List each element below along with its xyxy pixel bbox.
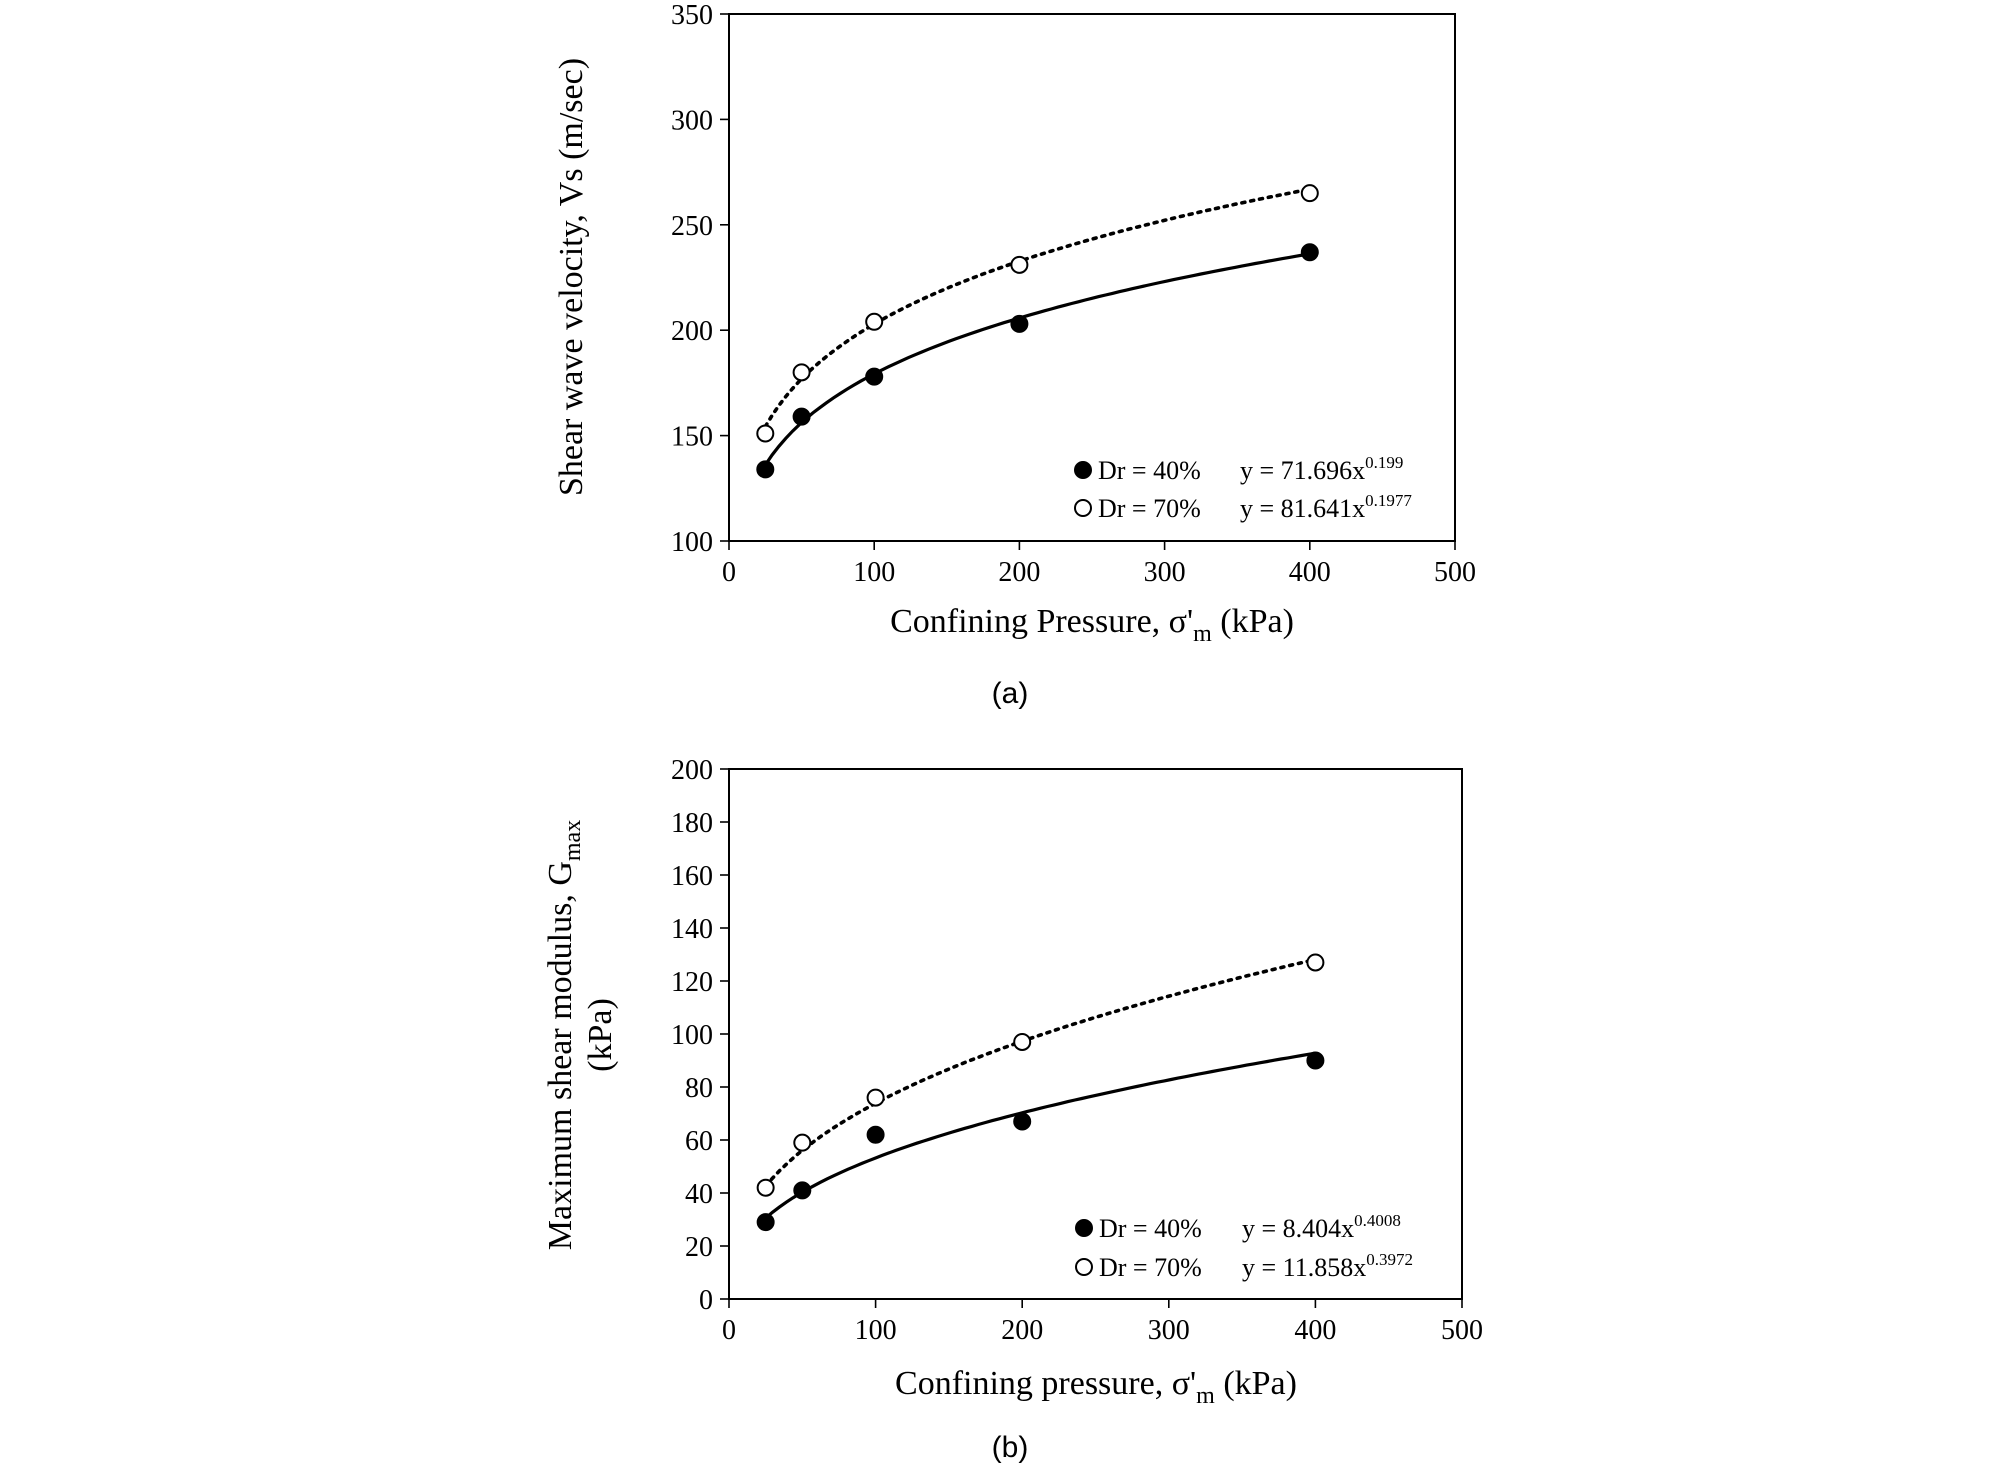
data-points-a — [756, 184, 1319, 479]
legend-marker-dr70-a — [1074, 499, 1092, 517]
x-tick-label-a: 400 — [1289, 557, 1331, 588]
data-point-series-1-b — [1013, 1112, 1032, 1131]
legend-a: Dr = 40% y = 71.696x0.199 Dr = 70% y = 8… — [1074, 453, 1412, 523]
legend-equation-dr70-a: y = 81.641x0.1977 — [1240, 491, 1412, 523]
data-point-series-2-b — [1306, 953, 1325, 972]
legend-label-dr70-a: Dr = 70% — [1098, 494, 1201, 523]
chart-panel-a: 0 100 200 300 400 500 100 150 200 250 300 350 Dr = … — [553, 0, 1476, 710]
x-tick-label-a: 0 — [722, 557, 736, 588]
data-point-series-1-a — [792, 407, 811, 426]
data-point-series-2-a — [756, 424, 775, 443]
x-tick-label-b: 0 — [722, 1315, 736, 1346]
caption-b: (b) — [992, 1431, 1029, 1464]
y-tick-label-b: 180 — [671, 808, 713, 839]
y-tick-label-a: 350 — [671, 0, 713, 31]
x-tick-label-b: 200 — [1001, 1315, 1043, 1346]
data-point-series-2-a — [1010, 255, 1029, 274]
legend-marker-dr40-a — [1074, 461, 1092, 479]
y-tick-label-b: 20 — [685, 1232, 713, 1263]
fit-curve-series-2-b — [763, 957, 1318, 1188]
x-tick-label-a: 500 — [1434, 557, 1476, 588]
legend-equation-dr40-b: y = 8.404x0.4008 — [1242, 1211, 1401, 1243]
plot-area-a — [728, 13, 1456, 542]
ticks-a: 0 100 200 300 400 500 100 150 200 250 300 350 — [671, 0, 1476, 588]
ticks-b: 0 100 200 300 400 500 0 20 40 60 80 100 120 140 160 180… — [671, 755, 1483, 1346]
fit-curves-b — [763, 957, 1318, 1220]
legend-equation-dr70-b: y = 11.858x0.3972 — [1242, 1250, 1413, 1282]
data-point-series-1-b — [1306, 1051, 1325, 1070]
y-tick-label-a: 250 — [671, 211, 713, 242]
y-axis-title-a: Shear wave velocity, Vs (m/sec) — [553, 58, 590, 496]
x-tick-label-a: 200 — [998, 557, 1040, 588]
legend-marker-dr70-b — [1075, 1258, 1093, 1276]
legend-b: Dr = 40% y = 8.404x0.4008 Dr = 70% y = 1… — [1075, 1211, 1413, 1282]
y-axis-title-b-line2: (kPa) — [582, 998, 619, 1072]
y-tick-label-a: 100 — [671, 527, 713, 558]
data-point-series-1-a — [756, 460, 775, 479]
data-point-series-1-b — [793, 1181, 812, 1200]
caption-a: (a) — [992, 677, 1029, 710]
legend-equation-dr40-a: y = 71.696x0.199 — [1240, 453, 1403, 485]
y-tick-label-b: 200 — [671, 755, 713, 786]
data-point-series-2-a — [865, 312, 884, 331]
legend-marker-dr40-b — [1075, 1219, 1093, 1237]
y-tick-label-b: 0 — [699, 1285, 713, 1316]
data-point-series-2-a — [1300, 184, 1319, 203]
y-tick-label-b: 160 — [671, 861, 713, 892]
y-tick-label-b: 40 — [685, 1179, 713, 1210]
x-tick-label-b: 100 — [855, 1315, 897, 1346]
data-point-series-1-a — [1300, 243, 1319, 262]
fit-curve-series-1-b — [764, 1051, 1316, 1220]
data-points-b — [756, 953, 1325, 1232]
y-tick-label-b: 60 — [685, 1126, 713, 1157]
y-tick-label-b: 80 — [685, 1073, 713, 1104]
y-axis-title-b: Maximum shear modulus, Gmax — [542, 820, 586, 1250]
fit-curve-series-1-a — [763, 252, 1311, 466]
data-point-series-2-b — [793, 1133, 812, 1152]
chart-panel-b: 0 100 200 300 400 500 0 20 40 60 80 100 120 140 160 180… — [542, 755, 1483, 1464]
y-tick-label-b: 120 — [671, 967, 713, 998]
x-axis-title-b: Confining pressure, σ'm (kPa) — [895, 1365, 1297, 1409]
x-tick-label-a: 300 — [1144, 557, 1186, 588]
data-point-series-2-b — [756, 1178, 775, 1197]
y-tick-label-a: 150 — [671, 422, 713, 453]
y-tick-label-a: 300 — [671, 105, 713, 136]
x-tick-label-a: 100 — [853, 557, 895, 588]
fit-curves-a — [763, 187, 1312, 466]
data-point-series-2-b — [866, 1088, 885, 1107]
data-point-series-1-a — [1010, 314, 1029, 333]
data-point-series-1-b — [756, 1213, 775, 1232]
x-tick-label-b: 300 — [1148, 1315, 1190, 1346]
y-tick-label-a: 200 — [671, 316, 713, 347]
legend-label-dr40-b: Dr = 40% — [1099, 1214, 1202, 1243]
data-point-series-2-a — [792, 363, 811, 382]
legend-label-dr40-a: Dr = 40% — [1098, 456, 1201, 485]
x-tick-label-b: 500 — [1441, 1315, 1483, 1346]
data-point-series-1-a — [865, 367, 884, 386]
data-point-series-2-b — [1013, 1032, 1032, 1051]
legend-label-dr70-b: Dr = 70% — [1099, 1253, 1202, 1282]
x-tick-label-b: 400 — [1294, 1315, 1336, 1346]
fit-curve-series-2-a — [763, 187, 1312, 429]
x-axis-title-a: Confining Pressure, σ'm (kPa) — [890, 603, 1294, 647]
y-tick-label-b: 140 — [671, 914, 713, 945]
y-tick-label-b: 100 — [671, 1020, 713, 1051]
data-point-series-1-b — [866, 1125, 885, 1144]
